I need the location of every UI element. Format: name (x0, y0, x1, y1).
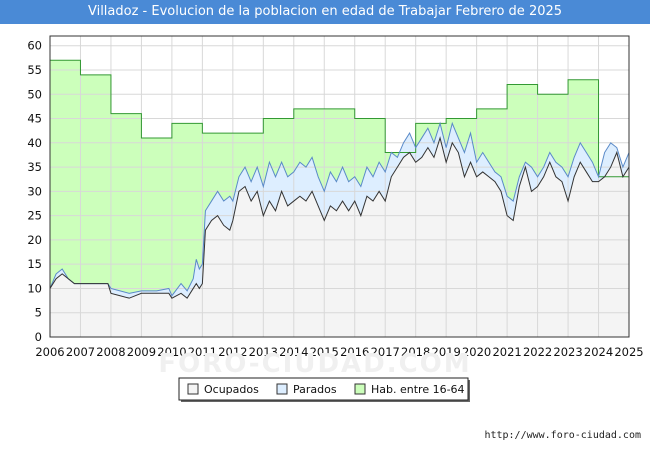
y-tick-label: 15 (27, 257, 42, 271)
y-tick-label: 20 (27, 233, 42, 247)
y-tick-label: 40 (27, 136, 42, 150)
parados-line (49, 121, 630, 297)
legend: Ocupados Parados Hab. entre 16-64 (178, 377, 470, 402)
watermark: FORO-CIUDAD.COM (158, 349, 471, 379)
hab-line (50, 59, 630, 178)
y-tick-label: 25 (27, 209, 42, 223)
y-tick-label: 35 (27, 160, 42, 174)
x-tick-label: 2012 (218, 345, 247, 359)
y-tick-label: 45 (27, 112, 42, 126)
y-tick-label: 30 (27, 184, 42, 198)
legend-label: Ocupados (204, 383, 259, 396)
y-tick-label: 55 (27, 63, 42, 77)
legend-swatch (187, 383, 199, 395)
ocupados-line (49, 136, 630, 299)
x-tick-label: 2018 (401, 345, 430, 359)
legend-label: Parados (293, 383, 337, 396)
legend-swatch (354, 383, 366, 395)
x-tick-label: 2020 (462, 345, 491, 359)
x-tick-label: 2008 (96, 345, 125, 359)
y-tick-label: 0 (35, 330, 42, 344)
chart-title: Villadoz - Evolucion de la poblacion en … (0, 0, 650, 24)
legend-box (178, 377, 469, 401)
x-tick-label: 2023 (553, 345, 582, 359)
legend-label: Hab. entre 16-64 (371, 383, 465, 396)
x-tick-label: 2019 (432, 345, 461, 359)
source-url: http://www.foro-ciudad.com (484, 430, 641, 441)
x-tick-label: 2006 (35, 345, 64, 359)
legend-swatch (276, 383, 288, 395)
x-tick-label: 2022 (523, 345, 552, 359)
x-tick-label: 2010 (157, 345, 186, 359)
x-tick-label: 2009 (127, 345, 156, 359)
y-tick-label: 50 (27, 87, 42, 101)
y-tick-label: 5 (35, 306, 42, 320)
x-tick-label: 2016 (340, 345, 369, 359)
ocupados-area (50, 137, 629, 337)
x-tick-label: 2007 (66, 345, 95, 359)
x-tick-label: 2025 (614, 345, 643, 359)
y-tick-label: 60 (27, 39, 42, 53)
x-tick-label: 2021 (492, 345, 521, 359)
x-tick-label: 2011 (188, 345, 217, 359)
plot-frame (49, 35, 630, 338)
y-tick-label: 10 (27, 281, 42, 295)
x-tick-label: 2013 (249, 345, 278, 359)
x-tick-label: 2015 (310, 345, 339, 359)
x-tick-label: 2024 (584, 345, 613, 359)
x-tick-label: 2017 (371, 345, 400, 359)
x-tick-label: 2014 (279, 345, 308, 359)
